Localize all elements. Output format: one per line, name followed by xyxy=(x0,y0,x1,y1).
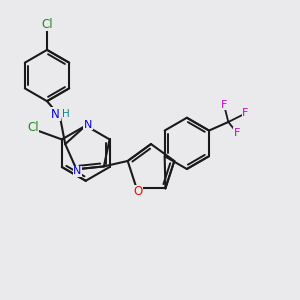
Text: Cl: Cl xyxy=(41,18,53,31)
Text: N: N xyxy=(73,167,82,176)
Text: N: N xyxy=(84,120,92,130)
Text: F: F xyxy=(221,100,227,110)
Text: O: O xyxy=(133,185,142,198)
Text: N: N xyxy=(51,108,60,121)
Text: Cl: Cl xyxy=(27,121,39,134)
Text: F: F xyxy=(242,108,249,118)
Text: H: H xyxy=(62,109,70,119)
Text: F: F xyxy=(234,128,240,138)
